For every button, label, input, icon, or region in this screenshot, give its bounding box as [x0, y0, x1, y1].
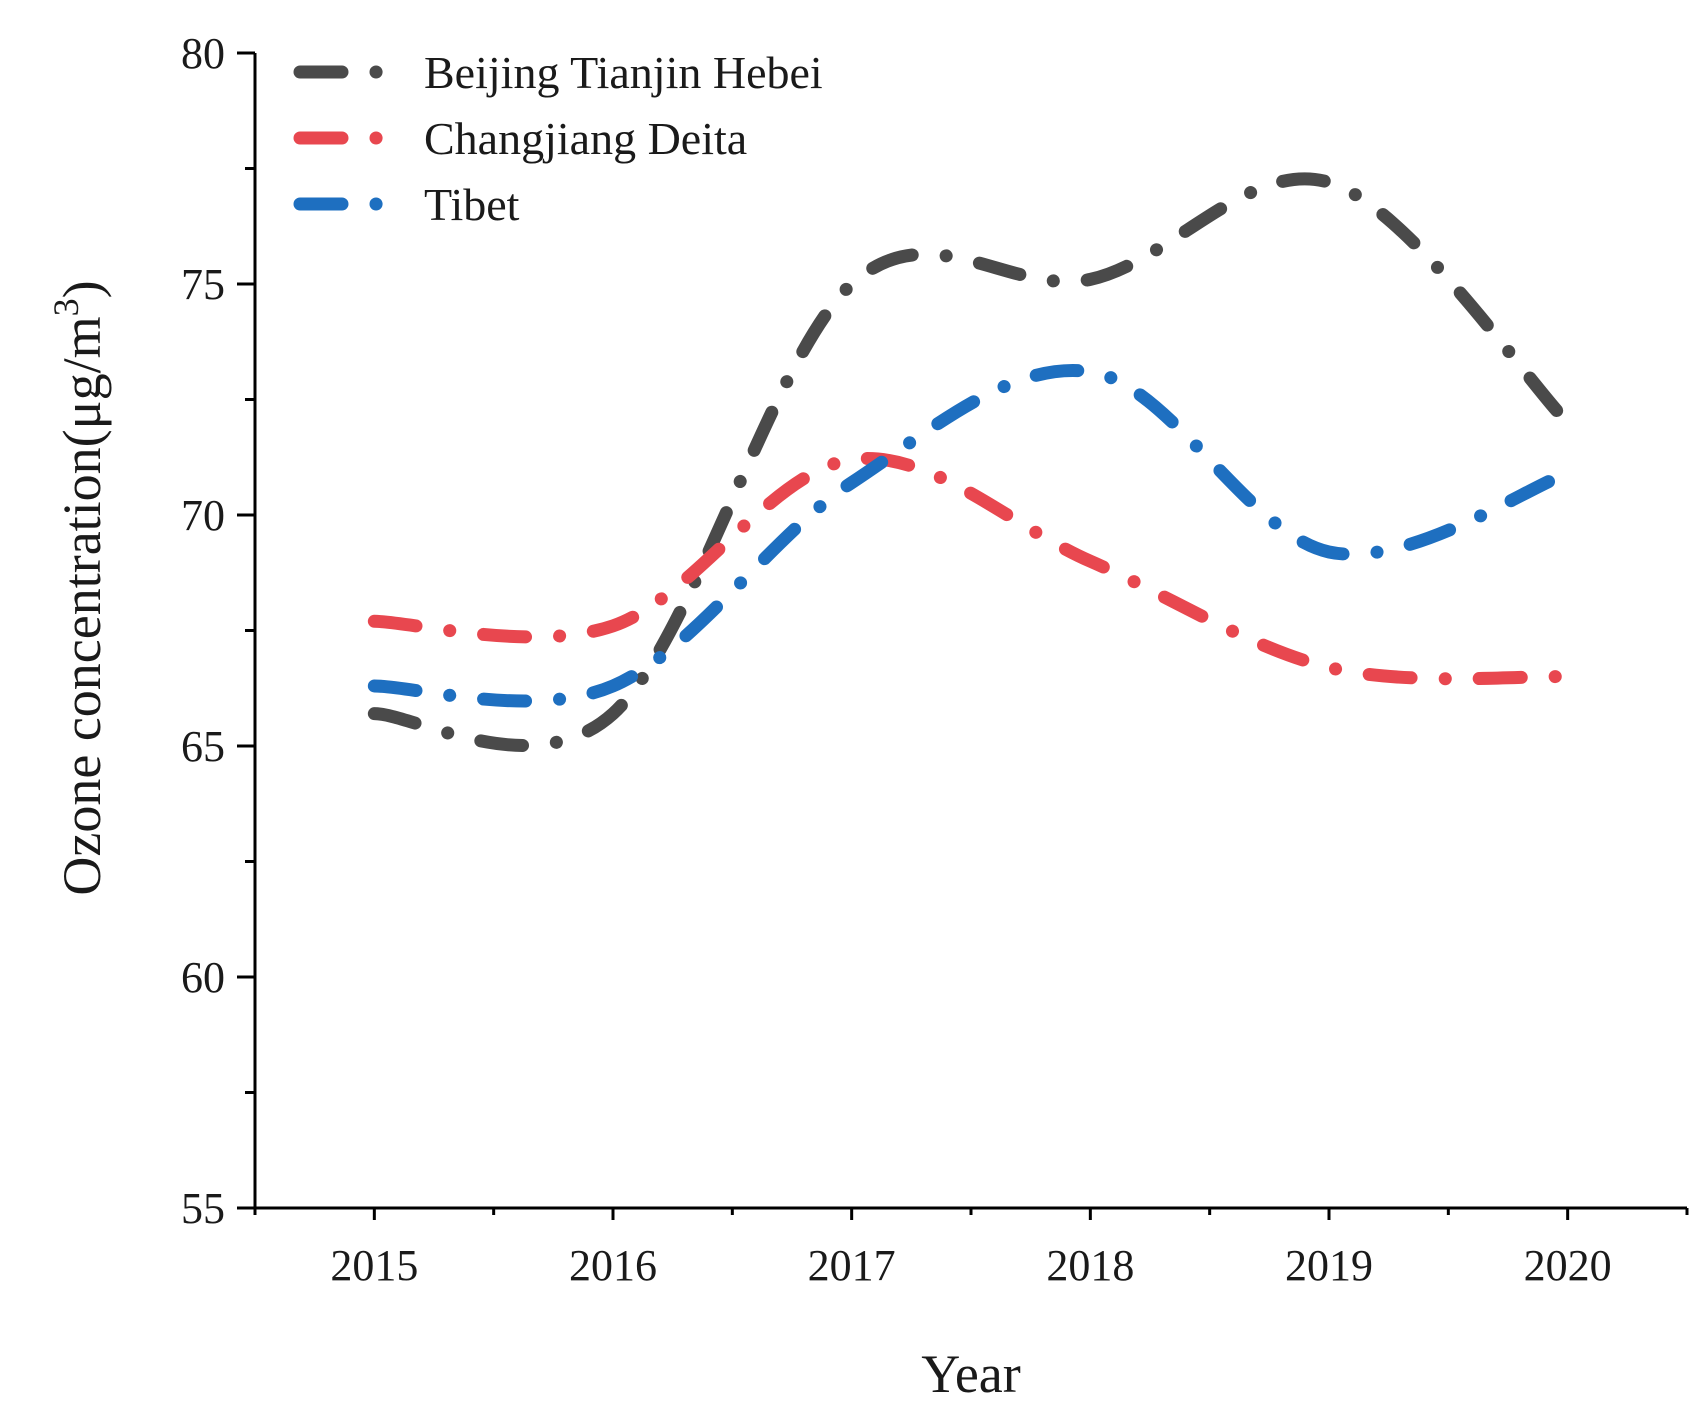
y-tick-label: 75 [181, 260, 225, 309]
x-tick-label: 2015 [330, 1241, 418, 1290]
x-axis-title: Year [921, 1344, 1021, 1404]
y-tick-label: 55 [181, 1184, 225, 1233]
y-tick-label: 80 [181, 29, 225, 78]
y-axis-title-close: ) [52, 280, 112, 298]
series-line [367, 452, 1575, 686]
y-axis-title: Ozone concentration(μg/m3) [46, 280, 112, 895]
legend-label: Beijing Tianjin Hebei [424, 47, 823, 98]
series-changjiang-deita [367, 452, 1575, 686]
y-tick-label: 70 [181, 491, 225, 540]
legend-item: Beijing Tianjin Hebei [293, 47, 823, 98]
x-tick-label: 2019 [1285, 1241, 1373, 1290]
x-tick-label: 2020 [1524, 1241, 1612, 1290]
ticks: 2015 2016 2017 2018 2019 2020 55 60 65 70 75 80 [181, 29, 1689, 1290]
x-tick-label: 2016 [569, 1241, 657, 1290]
x-tick-label: 2017 [808, 1241, 896, 1290]
series-tibet [367, 364, 1575, 708]
legend-item: Changjiang Deita [293, 113, 747, 164]
x-tick-label: 2018 [1046, 1241, 1134, 1290]
legend-label: Tibet [424, 179, 520, 230]
legend-item: Tibet [293, 179, 520, 230]
series-line [367, 172, 1575, 752]
legend: Beijing Tianjin Hebei Changjiang Deita Tib… [293, 47, 823, 230]
series-beijing-tianjin-hebei [367, 172, 1575, 752]
y-axis-title-superscript: 3 [46, 298, 86, 316]
y-axis-title-main: Ozone concentration(μg/m [52, 316, 112, 895]
series-line [367, 364, 1575, 708]
series-layer [367, 172, 1575, 752]
y-tick-label: 60 [181, 953, 225, 1002]
legend-label: Changjiang Deita [424, 113, 747, 164]
y-tick-label: 65 [181, 722, 225, 771]
